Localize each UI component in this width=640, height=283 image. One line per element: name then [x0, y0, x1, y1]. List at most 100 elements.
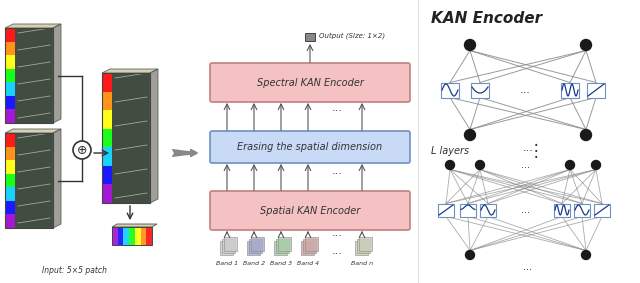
Bar [5, 82, 15, 96]
Circle shape [566, 160, 575, 170]
Text: Band 3: Band 3 [270, 261, 292, 266]
FancyBboxPatch shape [471, 83, 489, 98]
Bar [15, 133, 53, 228]
FancyBboxPatch shape [210, 63, 410, 102]
Text: ⋮: ⋮ [528, 142, 544, 160]
Bar [124, 227, 129, 245]
Bar [305, 33, 315, 41]
Bar [5, 187, 15, 201]
Polygon shape [5, 129, 61, 133]
Bar [5, 69, 15, 82]
FancyBboxPatch shape [574, 203, 590, 216]
Circle shape [580, 130, 591, 140]
Circle shape [465, 130, 476, 140]
Circle shape [591, 160, 600, 170]
Text: Erasing the spatial dimension: Erasing the spatial dimension [237, 142, 383, 152]
Bar [5, 96, 15, 110]
Polygon shape [112, 224, 157, 227]
Bar [5, 133, 15, 147]
Text: KAN Encoder: KAN Encoder [431, 11, 542, 26]
Bar [251, 237, 264, 251]
Text: Band 2: Band 2 [243, 261, 265, 266]
Bar [102, 166, 112, 185]
FancyBboxPatch shape [210, 131, 410, 163]
Bar [102, 92, 112, 110]
Circle shape [582, 250, 591, 260]
Circle shape [445, 160, 454, 170]
Bar [359, 237, 372, 251]
Text: Band 4: Band 4 [297, 261, 319, 266]
Bar [5, 160, 15, 174]
Bar [129, 227, 135, 245]
Text: ...: ... [332, 103, 342, 113]
Bar [102, 73, 112, 92]
Text: Input: 5×5 patch: Input: 5×5 patch [42, 266, 108, 275]
Bar [5, 55, 15, 69]
Text: ⊕: ⊕ [77, 143, 87, 156]
Bar [220, 241, 233, 255]
FancyBboxPatch shape [554, 203, 570, 216]
Text: L layers: L layers [431, 146, 469, 156]
Polygon shape [150, 69, 158, 203]
Bar [357, 239, 370, 253]
Bar [141, 227, 147, 245]
Bar [5, 42, 15, 55]
FancyBboxPatch shape [594, 203, 610, 216]
Text: Spectral KAN Encoder: Spectral KAN Encoder [257, 78, 364, 87]
Bar [305, 237, 318, 251]
Bar [118, 227, 124, 245]
FancyBboxPatch shape [561, 83, 579, 98]
Bar [112, 73, 150, 203]
Bar [247, 241, 260, 255]
FancyBboxPatch shape [480, 203, 496, 216]
FancyBboxPatch shape [460, 203, 476, 216]
Bar [303, 239, 316, 253]
Bar [5, 215, 15, 228]
Circle shape [465, 250, 474, 260]
Text: Output (Size: 1×2): Output (Size: 1×2) [319, 33, 385, 39]
FancyBboxPatch shape [438, 203, 454, 216]
Bar [5, 133, 53, 228]
Text: Spatial KAN Encoder: Spatial KAN Encoder [260, 205, 360, 215]
Bar [15, 28, 53, 123]
Bar [112, 227, 152, 245]
FancyBboxPatch shape [210, 191, 410, 230]
Bar [278, 237, 291, 251]
Polygon shape [53, 24, 61, 123]
Bar [224, 237, 237, 251]
Bar [102, 147, 112, 166]
Bar [102, 129, 112, 147]
Bar [102, 185, 112, 203]
Polygon shape [102, 69, 158, 73]
Circle shape [73, 141, 91, 159]
Bar [5, 28, 53, 123]
Bar [301, 241, 314, 255]
Text: ...: ... [520, 205, 529, 215]
Bar [147, 227, 152, 245]
Bar [5, 110, 15, 123]
Bar [135, 227, 141, 245]
Bar [5, 28, 15, 42]
FancyBboxPatch shape [441, 83, 459, 98]
Polygon shape [53, 129, 61, 228]
FancyBboxPatch shape [587, 83, 605, 98]
Text: ...: ... [520, 160, 529, 170]
Bar [5, 147, 15, 160]
Polygon shape [5, 24, 61, 28]
Bar [102, 110, 112, 129]
Text: ...: ... [523, 143, 533, 153]
Bar [249, 239, 262, 253]
Circle shape [580, 40, 591, 50]
Bar [102, 73, 150, 203]
Bar [355, 241, 368, 255]
Text: ...: ... [520, 85, 531, 95]
Text: ...: ... [332, 246, 342, 256]
Text: ...: ... [332, 228, 342, 238]
Bar [5, 174, 15, 187]
Bar [112, 227, 118, 245]
Text: ...: ... [332, 166, 342, 176]
Circle shape [476, 160, 484, 170]
Text: Band n: Band n [351, 261, 373, 266]
Circle shape [465, 40, 476, 50]
Bar [5, 201, 15, 215]
